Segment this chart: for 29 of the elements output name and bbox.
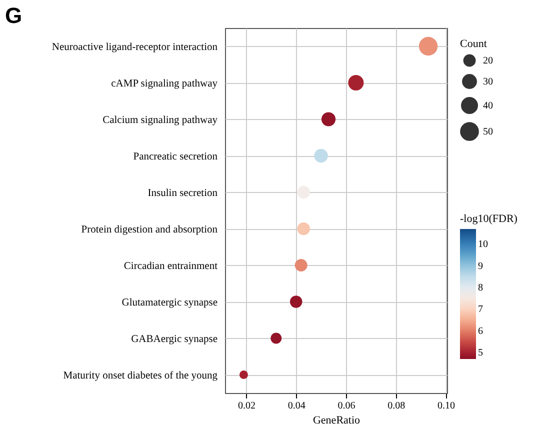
y-tick-label: Pancreatic secretion [133, 151, 218, 162]
color-bar-label: 8 [478, 282, 483, 294]
color-bar-label: 7 [478, 304, 483, 316]
y-tick-label: Calcium signaling pathway [102, 114, 218, 126]
y-tick-label: Glutamatergic synapse [122, 297, 218, 308]
y-tick-label: Insulin secretion [148, 188, 218, 199]
color-bar-title: -log10(FDR) [460, 213, 518, 225]
x-axis-title: GeneRatio [312, 414, 361, 426]
legend-label: 30 [483, 76, 493, 88]
color-bar-label: 10 [478, 239, 488, 250]
y-tick-label: Circadian entrainment [124, 260, 218, 272]
y-tick-label: GABAergic synapse [131, 334, 218, 345]
y-tick-label: Neuroactive ligand-receptor interaction [52, 42, 218, 53]
color-bar-label: 6 [478, 326, 483, 337]
legend-label: 20 [483, 56, 493, 66]
legend-label: 40 [483, 100, 493, 112]
color-bar-label: 5 [478, 348, 483, 358]
y-tick-label: Maturity onset diabetes of the young [63, 370, 218, 382]
x-tick-label: 0.10 [438, 400, 456, 412]
legend-label: 50 [483, 126, 493, 138]
color-bar-label: 9 [478, 260, 483, 272]
text: G [5, 3, 22, 28]
x-tick-label: 0.04 [288, 400, 306, 412]
legend-title: Count [460, 38, 487, 50]
y-tick-label: Protein digestion and absorption [81, 224, 218, 236]
x-tick-label: 0.08 [388, 400, 406, 412]
y-tick-label: cAMP signaling pathway [111, 78, 218, 90]
x-tick-label: 0.06 [338, 400, 356, 412]
x-tick-label: 0.02 [238, 400, 256, 412]
